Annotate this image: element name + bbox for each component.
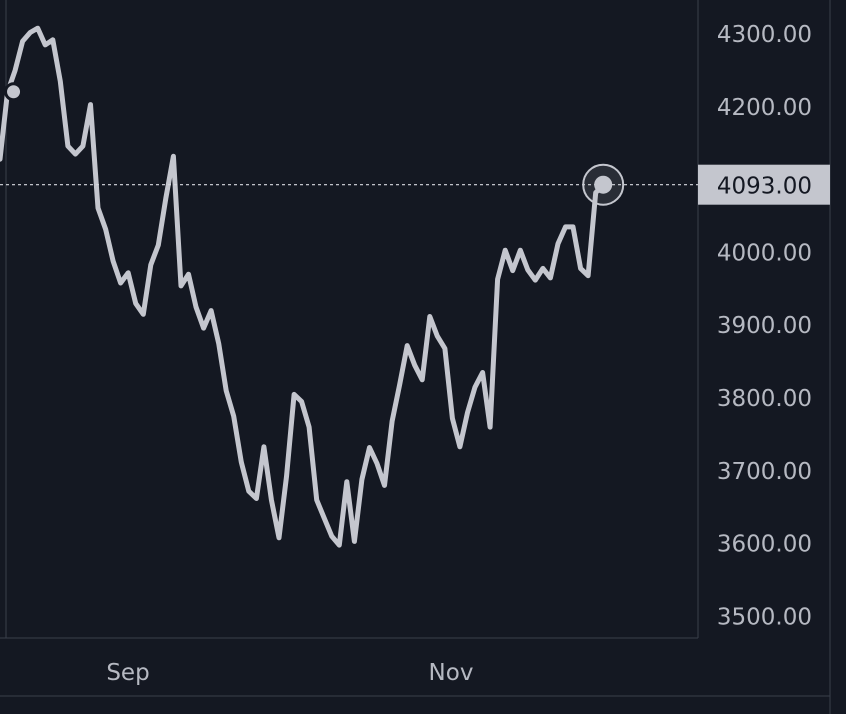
y-axis[interactable]: 4300.00 4200.00 4000.00 3900.00 3800.00 3700.… bbox=[698, 22, 830, 630]
y-tick-label: 4300.00 bbox=[717, 22, 812, 48]
y-tick-label: 3800.00 bbox=[717, 386, 812, 412]
y-tick-label: 4000.00 bbox=[717, 240, 812, 266]
plot-area[interactable] bbox=[0, 25, 698, 548]
last-value-label-box[interactable] bbox=[698, 164, 830, 205]
price-line[interactable] bbox=[0, 25, 606, 548]
last-value-label: 4093.00 bbox=[717, 174, 812, 200]
start-marker[interactable] bbox=[4, 82, 24, 102]
y-tick-label: 3900.00 bbox=[717, 313, 812, 339]
x-tick-label: Nov bbox=[429, 660, 474, 686]
last-point-marker[interactable] bbox=[594, 175, 613, 194]
x-axis[interactable]: Sep Nov bbox=[106, 660, 473, 686]
y-tick-label: 3700.00 bbox=[717, 459, 812, 485]
y-tick-label: 4200.00 bbox=[717, 95, 812, 121]
x-tick-label: Sep bbox=[106, 660, 149, 686]
y-tick-label: 3500.00 bbox=[717, 604, 812, 630]
y-tick-label: 3600.00 bbox=[717, 532, 812, 558]
